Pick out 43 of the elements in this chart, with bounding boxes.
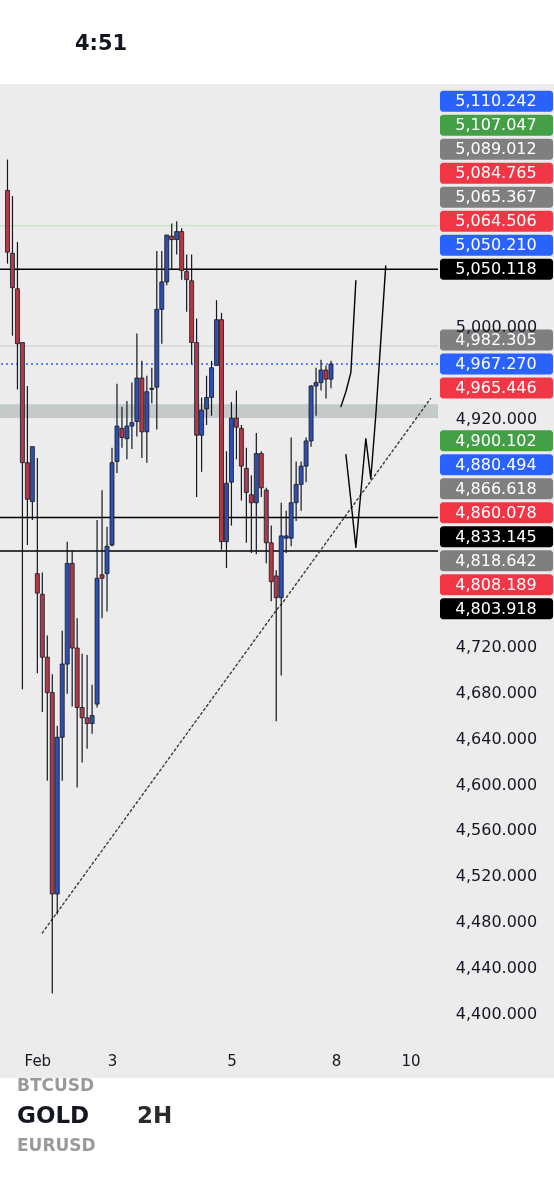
x-tick-label: 3: [107, 1051, 118, 1070]
text: 5,084.765: [455, 163, 537, 183]
text: 5,064.506: [455, 211, 537, 231]
text: BTCUSD: [17, 1075, 95, 1095]
text: 5,050.210: [455, 235, 537, 255]
x-tick-label: 5: [227, 1051, 237, 1070]
x-tick-label: 10: [401, 1051, 421, 1070]
y-tick-label: 4,720.000: [455, 637, 538, 657]
y-tick-label: 4,560.000: [455, 820, 538, 840]
x-tick-label: 8: [331, 1051, 342, 1070]
line-series: [41, 397, 432, 934]
text: 5,089.012: [455, 139, 537, 159]
y-tick-label: 4,440.000: [455, 957, 538, 977]
text: 4,866.618: [455, 478, 537, 498]
text: 4,880.494: [455, 454, 537, 474]
text: EURUSD: [17, 1135, 96, 1155]
text: 4,965.446: [455, 377, 537, 397]
text: 4,808.189: [455, 574, 537, 594]
ref-line-label: 5,050.118: [455, 259, 537, 279]
y-tick-label: 4,640.000: [455, 728, 538, 748]
candlestick: [34, 457, 40, 674]
text: 4,818.642: [455, 550, 537, 570]
text: 4,803.918: [455, 598, 537, 618]
candlestick: [149, 367, 155, 404]
text: 4,860.078: [455, 502, 537, 522]
ref-line-label: 4,833.145: [455, 526, 537, 546]
y-tick-label: 4,400.000: [455, 1003, 538, 1023]
text: 4:51: [74, 31, 128, 55]
y-tick-label: 4,520.000: [455, 866, 538, 886]
y-tick-label: 4,480.000: [455, 911, 538, 931]
candlestick: [184, 253, 190, 313]
text: 4,900.102: [455, 430, 537, 450]
x-tick-label: Feb: [24, 1051, 52, 1070]
text: 2H: [137, 1102, 173, 1128]
text: 5,107.047: [455, 115, 537, 135]
text: 5,110.242: [455, 91, 537, 111]
text: 5,065.367: [455, 187, 537, 207]
y-tick-label: 4,680.000: [455, 683, 538, 703]
y-tick-label: 4,920.000: [455, 408, 538, 428]
ref-line-label: 4,967.270: [455, 353, 537, 373]
y-tick-label: 4,600.000: [455, 774, 538, 794]
line-series: [340, 280, 357, 408]
text: GOLD: [17, 1102, 90, 1128]
